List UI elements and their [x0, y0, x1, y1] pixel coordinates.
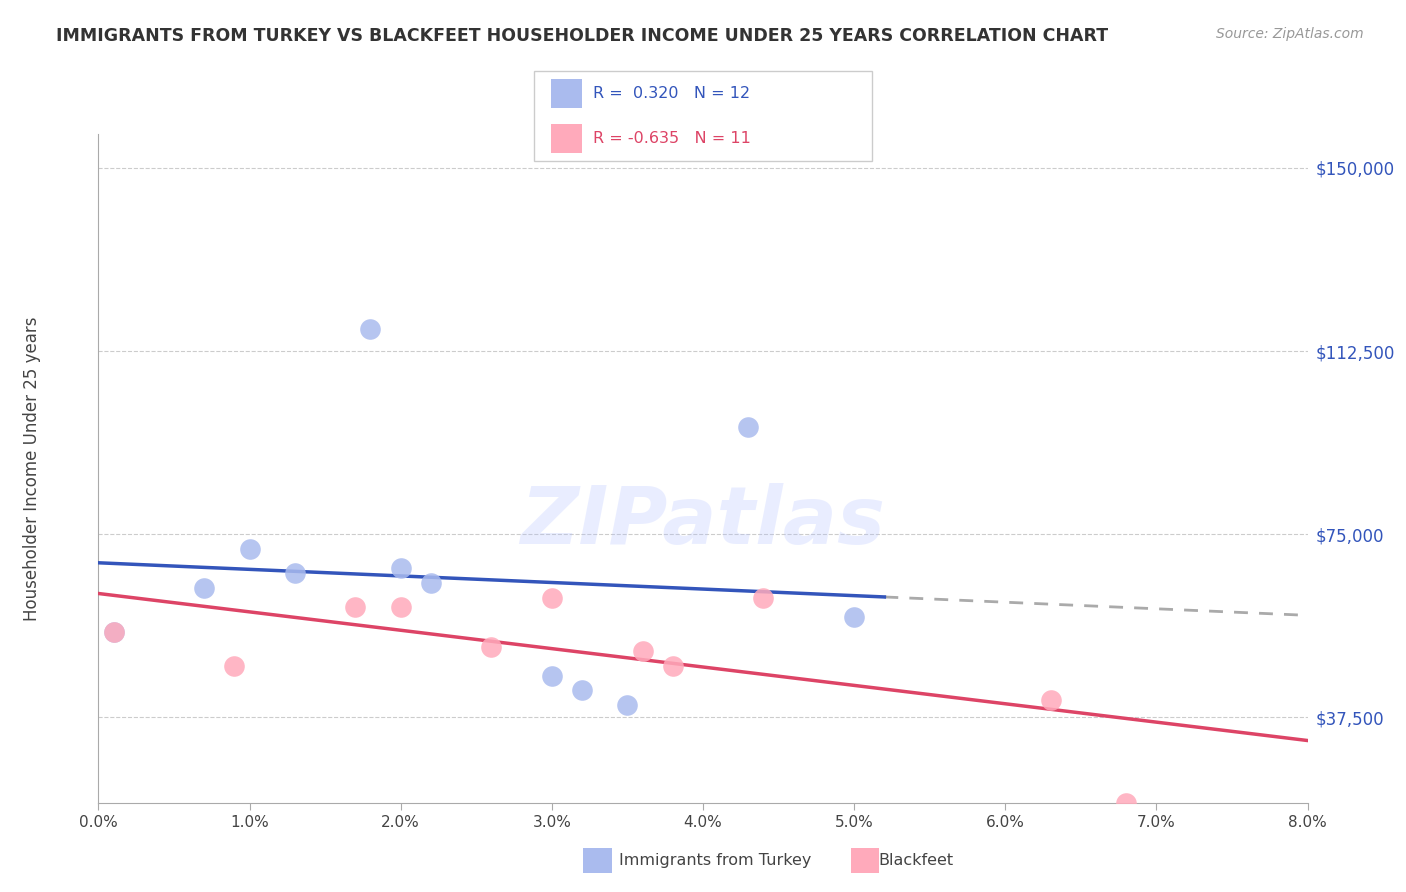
Text: IMMIGRANTS FROM TURKEY VS BLACKFEET HOUSEHOLDER INCOME UNDER 25 YEARS CORRELATIO: IMMIGRANTS FROM TURKEY VS BLACKFEET HOUS…	[56, 27, 1108, 45]
Point	[1039, 693, 1062, 707]
Point	[752, 591, 775, 605]
Point	[631, 644, 654, 658]
Text: R = -0.635   N = 11: R = -0.635 N = 11	[593, 131, 751, 145]
Point	[420, 576, 443, 591]
Text: Immigrants from Turkey: Immigrants from Turkey	[619, 854, 811, 868]
Point	[571, 683, 593, 698]
Point	[103, 624, 125, 639]
Text: Blackfeet: Blackfeet	[879, 854, 953, 868]
Point	[103, 624, 125, 639]
Point	[844, 610, 866, 624]
Point	[616, 698, 638, 713]
Point	[1115, 796, 1137, 810]
Point	[284, 566, 307, 581]
Point	[481, 640, 503, 654]
Text: R =  0.320   N = 12: R = 0.320 N = 12	[593, 87, 751, 101]
Point	[344, 600, 367, 615]
Point	[239, 541, 262, 556]
Point	[224, 659, 246, 673]
Point	[662, 659, 685, 673]
Point	[193, 581, 215, 595]
Text: Source: ZipAtlas.com: Source: ZipAtlas.com	[1216, 27, 1364, 41]
Point	[360, 322, 382, 336]
Point	[737, 419, 759, 434]
Point	[541, 669, 564, 683]
Text: ZIPatlas: ZIPatlas	[520, 483, 886, 561]
Point	[389, 561, 412, 575]
Text: Householder Income Under 25 years: Householder Income Under 25 years	[22, 316, 41, 621]
Point	[541, 591, 564, 605]
Point	[389, 600, 412, 615]
